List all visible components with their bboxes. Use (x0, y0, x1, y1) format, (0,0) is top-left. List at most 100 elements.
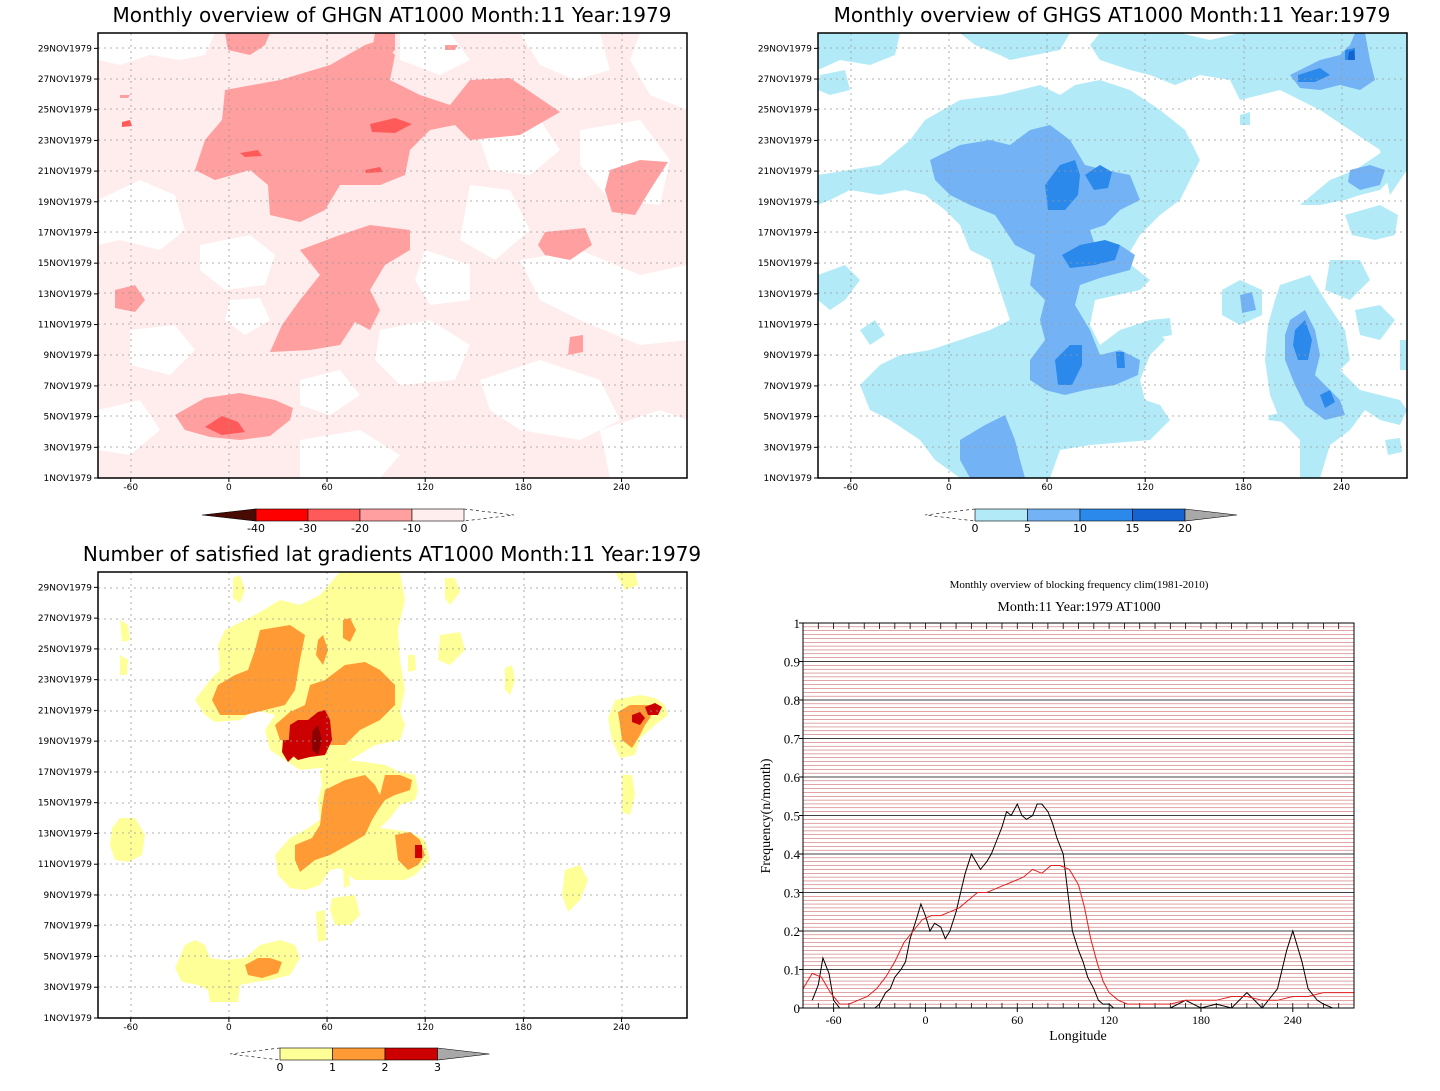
ghgs-title: Monthly overview of GHGS AT1000 Month:11… (834, 3, 1391, 27)
y-tick-label: 21NOV1979 (38, 706, 92, 716)
x-tick-label: 0 (946, 483, 952, 493)
ghgs-level-15 (1348, 50, 1355, 60)
blocking-ylabel: Frequency(n/month) (759, 758, 774, 873)
colorbar-min-arrow (201, 508, 257, 522)
ghgs-contours (818, 33, 1407, 478)
lat-level-1 (212, 618, 655, 978)
x-tick-label: 120 (417, 1023, 434, 1033)
colorbar-label: 15 (1126, 522, 1140, 535)
ghgs-grid (818, 33, 1407, 478)
lat-level-2 (282, 703, 662, 858)
lat-gradients-contours (98, 572, 687, 1018)
x-tick-label: 180 (515, 483, 532, 493)
ghgs-x-ticks: -60 0 60 120 180 240 (843, 478, 1350, 493)
y-tick-label: 27NOV1979 (758, 75, 812, 85)
y-tick-label: 13NOV1979 (38, 829, 92, 839)
colorbar-label: 0 (277, 1061, 284, 1074)
ghgs-level-5 (930, 33, 1385, 478)
y-tick-label: 21NOV1979 (758, 167, 812, 177)
x-tick-label: 180 (1235, 483, 1252, 493)
x-tick-label: 240 (613, 1023, 630, 1033)
y-tick-label: 0.4 (784, 847, 801, 862)
y-tick-label: 15NOV1979 (758, 259, 812, 269)
y-tick-label: 7NOV1979 (764, 382, 813, 392)
y-tick-label: 27NOV1979 (38, 75, 92, 85)
x-tick-label: -60 (123, 483, 138, 493)
y-tick-label: 0.9 (784, 655, 800, 670)
colorbar-swatch (384, 1047, 438, 1061)
y-tick-label: 9NOV1979 (44, 891, 93, 901)
blocking-y-ticks: 0 0.1 0.2 0.3 0.4 0.5 0.6 0.7 0.8 0.9 1 (784, 616, 803, 1016)
ghgn-title: Monthly overview of GHGN AT1000 Month:11… (113, 3, 672, 27)
x-tick-label: 120 (417, 483, 434, 493)
blocking-xlabel: Longitude (1049, 1029, 1107, 1044)
y-tick-label: 9NOV1979 (44, 351, 93, 361)
ghgn-x-ticks: -60 0 60 120 180 240 (123, 478, 630, 493)
y-tick-label: 7NOV1979 (44, 922, 93, 932)
lat-gradients-panel: Number of satisfied lat gradients AT1000… (38, 542, 701, 1074)
colorbar-label: 0 (461, 522, 468, 535)
y-tick-label: 0.8 (784, 693, 800, 708)
colorbar-max-arrow (1184, 508, 1238, 522)
y-tick-label: 23NOV1979 (758, 136, 812, 146)
colorbar-swatch (332, 1047, 386, 1061)
x-tick-label: -60 (843, 483, 858, 493)
blocking-grid (802, 623, 1355, 1008)
y-tick-label: 23NOV1979 (38, 136, 92, 146)
x-tick-label: 180 (515, 1023, 532, 1033)
ghgn-colorbar: -40 -30 -20 -10 0 (201, 508, 515, 535)
ghgn-zero-areas (98, 33, 687, 478)
blocking-x-ticks: -60 0 60 120 180 240 (826, 1008, 1302, 1027)
colorbar-swatch (255, 508, 309, 522)
colorbar-min-arrow (924, 508, 976, 522)
blocking-subtitle: Month:11 Year:1979 AT1000 (997, 600, 1160, 615)
ghgn-y-ticks: 1NOV1979 3NOV1979 5NOV1979 7NOV1979 9NOV1979… (38, 44, 98, 484)
x-tick-label: 60 (321, 1023, 333, 1033)
y-tick-label: 25NOV1979 (758, 106, 812, 116)
y-tick-label: 7NOV1979 (44, 382, 93, 392)
colorbar-label: 5 (1024, 522, 1031, 535)
y-tick-label: 19NOV1979 (758, 198, 812, 208)
colorbar-label: 20 (1178, 522, 1192, 535)
x-tick-label: 240 (1284, 1013, 1302, 1027)
ghgs-panel: Monthly overview of GHGS AT1000 Month:11… (758, 3, 1408, 535)
y-tick-label: 27NOV1979 (38, 614, 92, 624)
y-tick-label: 17NOV1979 (38, 228, 92, 238)
colorbar-swatch (359, 508, 413, 522)
lat-colorbar: 0 1 2 3 (229, 1047, 490, 1074)
ghgn-grid (98, 33, 687, 478)
lat-grid (98, 572, 687, 1018)
ghgs-frame (817, 32, 1408, 479)
colorbar-max-arrow (437, 1047, 490, 1061)
y-tick-label: 5NOV1979 (44, 952, 93, 962)
y-tick-label: 25NOV1979 (38, 106, 92, 116)
y-tick-label: 3NOV1979 (764, 443, 813, 453)
colorbar-label: -20 (351, 522, 369, 535)
y-tick-label: 1NOV1979 (44, 474, 93, 484)
x-tick-label: -60 (123, 1023, 138, 1033)
colorbar-label: 1 (329, 1061, 336, 1074)
lat-y-ticks: 1NOV1979 3NOV1979 5NOV1979 7NOV1979 9NOV1979… (38, 583, 98, 1024)
y-tick-label: 11NOV1979 (38, 860, 92, 870)
y-tick-label: 29NOV1979 (38, 44, 92, 54)
y-tick-label: 15NOV1979 (38, 799, 92, 809)
y-tick-label: 1NOV1979 (764, 474, 813, 484)
colorbar-swatch (411, 508, 465, 522)
y-tick-label: 21NOV1979 (38, 167, 92, 177)
colorbar-min-arrow (229, 1047, 281, 1061)
x-tick-label: 0 (226, 483, 232, 493)
colorbar-label: -40 (247, 522, 265, 535)
colorbar-label: -30 (299, 522, 317, 535)
y-tick-label: 0.3 (784, 886, 800, 901)
series-line-1 (802, 865, 1354, 1005)
x-tick-label: 0 (226, 1023, 232, 1033)
y-tick-label: 0.6 (784, 770, 801, 785)
y-tick-label: 5NOV1979 (44, 413, 93, 423)
y-tick-label: 0.5 (784, 809, 800, 824)
colorbar-swatch (974, 508, 1028, 522)
colorbar-swatch (1079, 508, 1133, 522)
colorbar-swatch (1027, 508, 1081, 522)
lat-level-3 (312, 725, 322, 755)
x-tick-label: 60 (1041, 483, 1053, 493)
